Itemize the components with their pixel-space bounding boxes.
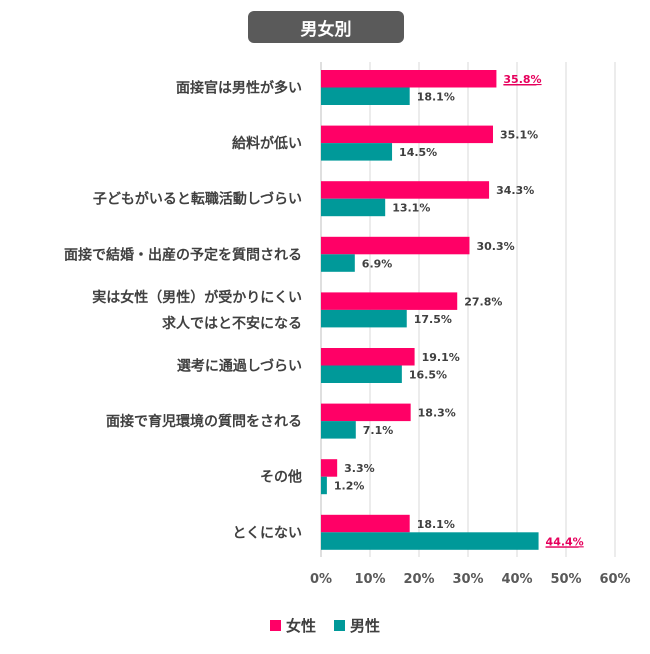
bar-female [321,292,458,310]
bar-chart: 0% 10% 20% 30% 40% 50% 60% 面接官は男性が多い 35.8% 18.1% 給… [64,62,631,587]
data-label-female: 30.3% [476,240,514,253]
data-label-female: 34.3% [496,184,534,197]
legend-swatch-female [269,619,281,631]
x-tick-label: 50% [550,572,581,587]
data-label-male: 17.5% [414,313,452,326]
legend-item-female: 女性 [269,615,316,636]
legend-label-male: 男性 [350,616,381,635]
bar-male [321,365,402,383]
bar-male [321,421,356,439]
x-tick-label: 40% [501,572,532,587]
legend-item-male: 男性 [334,615,380,636]
data-label-male: 14.5% [399,146,437,159]
bar-male [321,87,410,105]
x-tick-label: 20% [403,572,434,587]
x-tick-label: 60% [599,572,630,587]
category-label: その他 [260,469,302,486]
bar-male [321,309,407,328]
category-label: 面接で結婚・出産の予定を質問される [64,246,302,263]
x-tick-label: 30% [452,572,483,587]
category-label: 給料が低い [232,135,302,152]
bar-female [321,459,338,477]
legend-swatch-male [334,619,345,631]
data-label-male: 13.1% [392,202,430,215]
category-label: 選考に通過しづらい [177,358,302,375]
bar-male [321,476,327,495]
x-tick-label: 10% [354,572,385,587]
bar-female [321,181,490,199]
category-label: 子どもがいると転職活動しづらい [93,191,302,208]
bar-female [321,236,470,255]
category-label: 求人ではと不安になる [162,315,302,332]
data-label-male: 16.5% [409,369,447,382]
bar-female [321,125,493,144]
bar-female [321,70,497,88]
data-label-male: 44.4% [546,535,584,548]
category-label: 面接で育児環境の質問をされる [106,413,302,430]
data-label-female: 18.1% [417,518,455,531]
bar-female [321,348,415,366]
legend-label-female: 女性 [285,616,316,635]
data-label-male: 6.9% [362,257,393,270]
data-label-female: 35.1% [500,129,538,142]
data-label-female: 35.8% [503,73,541,86]
data-label-female: 19.1% [422,351,460,364]
bar-female [321,403,411,422]
category-label: 面接官は男性が多い [176,80,302,97]
data-label-male: 1.2% [334,480,365,493]
data-label-female: 3.3% [344,462,375,475]
legend: 女性 男性 [0,613,650,637]
bar-male [321,532,539,550]
bar-male [321,198,386,217]
bar-male [321,143,393,161]
category-label: 実は女性（男性）が受かりにくい [92,289,302,306]
x-tick-label: 0% [310,572,332,587]
data-label-female: 27.8% [464,295,502,308]
category-label: とくにない [232,525,302,541]
data-label-male: 18.1% [417,91,455,104]
data-label-male: 7.1% [363,424,394,437]
data-label-female: 18.3% [418,407,456,420]
bar-male [321,254,355,272]
chart-title: 男女別 [248,11,404,43]
bar-female [321,514,410,533]
